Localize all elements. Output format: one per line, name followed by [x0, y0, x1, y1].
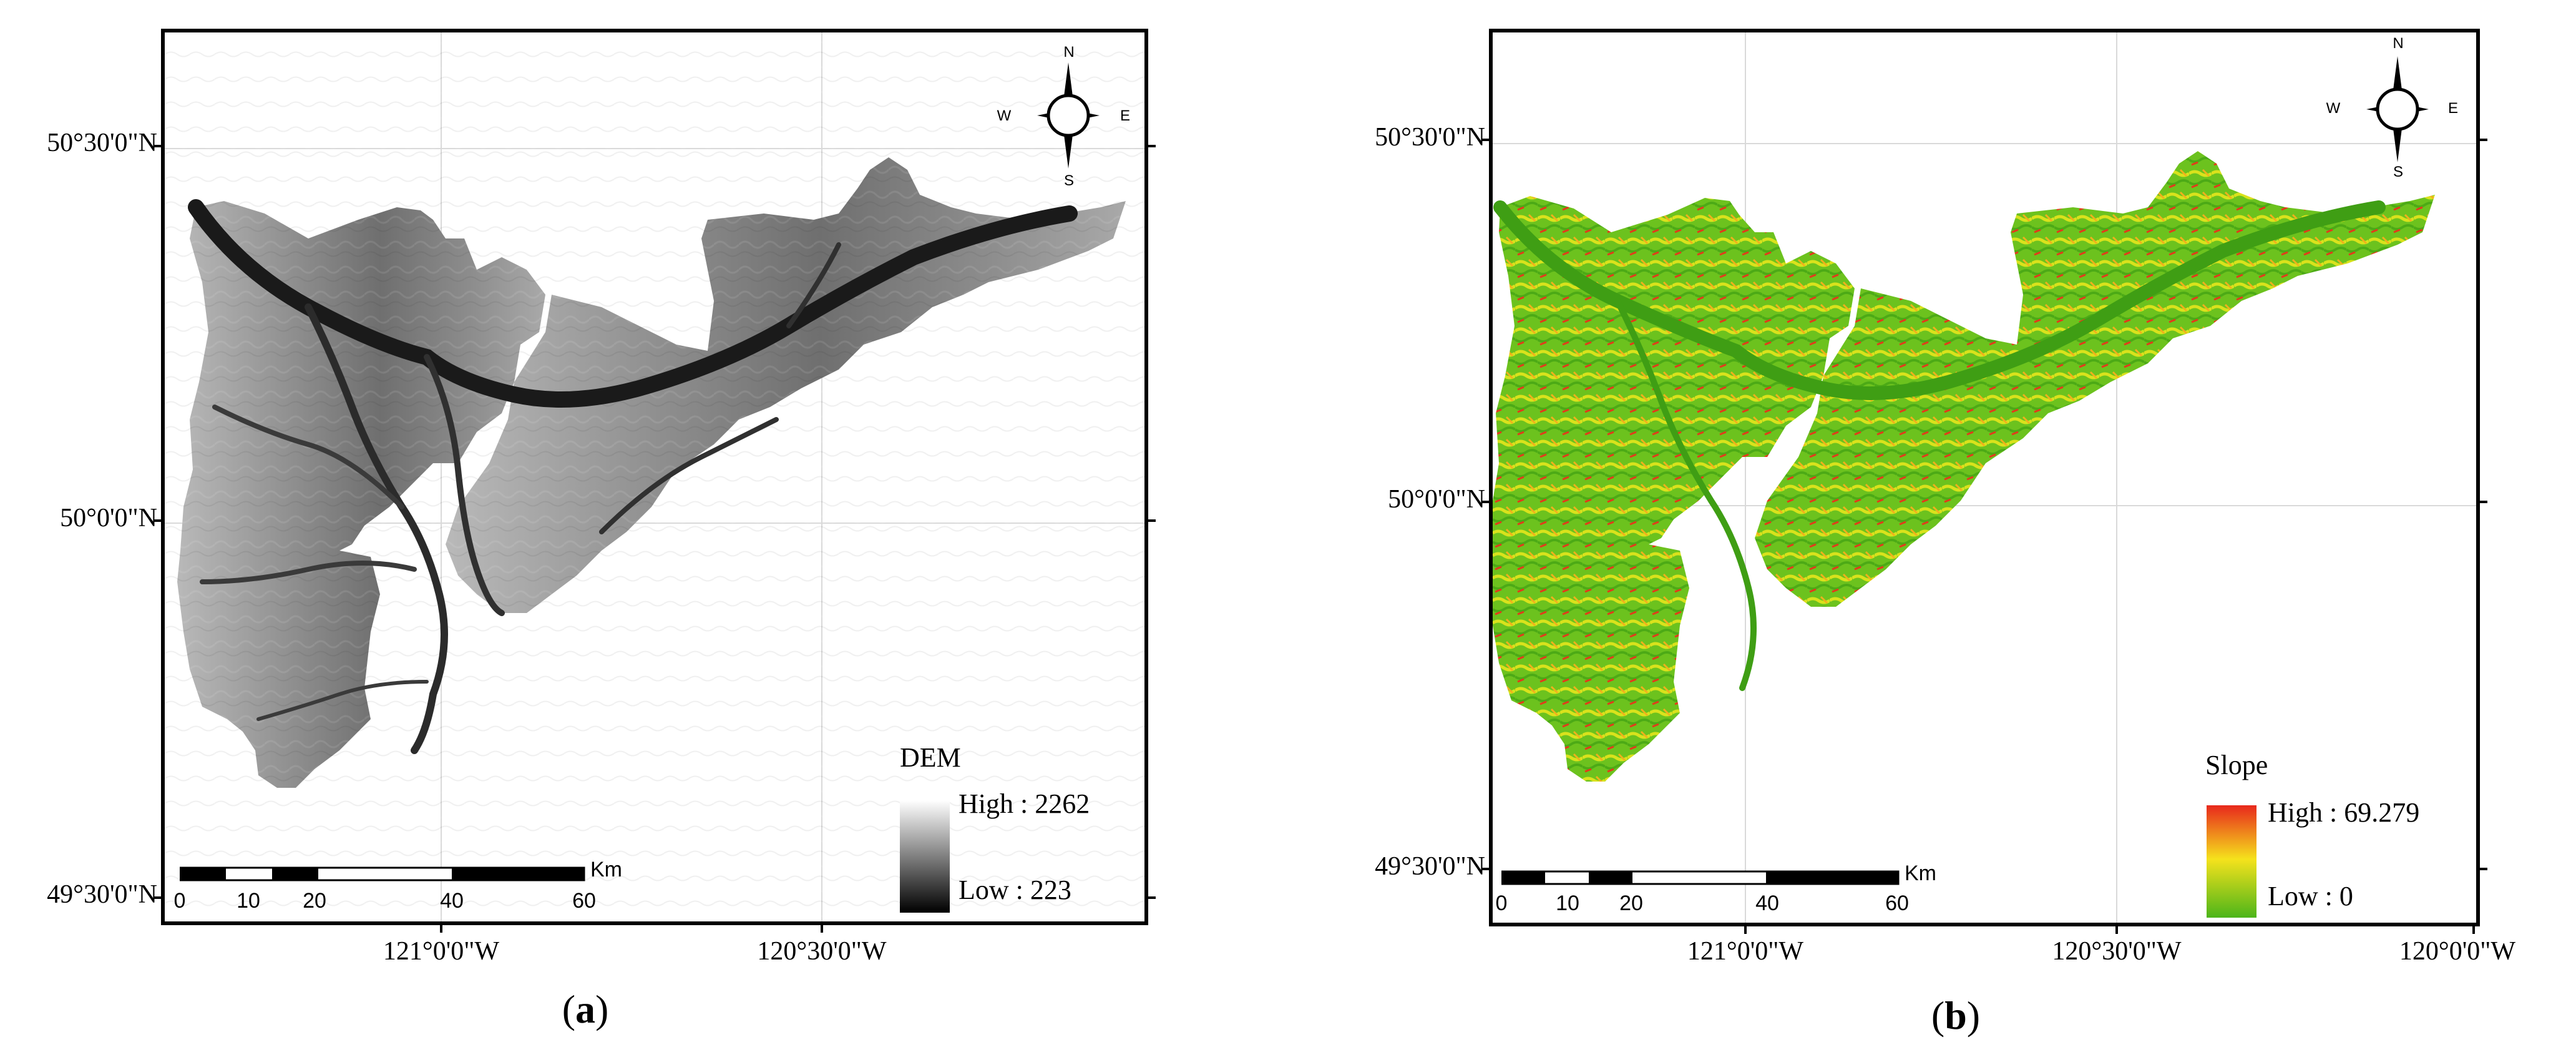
slope-map — [1493, 32, 2476, 923]
panel-label-b: (b) — [1931, 993, 1981, 1038]
watershed-shape — [1493, 196, 1855, 782]
legend-ramp-b — [2207, 805, 2256, 918]
compass-n: N — [1063, 44, 1075, 61]
lat-label-b-3: 49°30'0"N — [1375, 852, 1485, 881]
tick — [1147, 145, 1156, 147]
tick — [1481, 868, 1490, 870]
legend-title-b: Slope — [2205, 750, 2268, 780]
lon-label-a-2: 120°30'0"W — [757, 937, 887, 966]
lat-label-a-3: 49°30'0"N — [47, 880, 157, 909]
scale-unit-a: Km — [590, 858, 622, 881]
scale-tick-b-10: 10 — [1556, 891, 1579, 915]
legend-high-b: High : 69.279 — [2268, 797, 2420, 828]
tick — [154, 519, 162, 522]
scale-tick-b-40: 40 — [1755, 891, 1779, 915]
tick — [440, 924, 442, 933]
dem-map — [165, 32, 1144, 921]
tick — [2479, 139, 2487, 141]
legend-ramp-a — [900, 800, 950, 913]
north-arrow-icon — [1037, 62, 1100, 169]
compass-e: E — [2447, 100, 2458, 117]
scale-tick-a-0: 0 — [173, 889, 186, 913]
scale-bar-b — [1501, 870, 1900, 885]
legend-low-b: Low : 0 — [2268, 881, 2353, 911]
watershed-east — [1755, 151, 2435, 607]
scale-tick-a-20: 20 — [303, 889, 326, 913]
tick — [154, 145, 162, 147]
legend-title-a: DEM — [900, 742, 961, 773]
tick — [1147, 519, 1156, 522]
scale-tick-a-10: 10 — [237, 889, 260, 913]
tick — [2115, 925, 2118, 934]
tick — [821, 924, 823, 933]
drainage-network — [188, 199, 1078, 754]
panel-label-a: (a) — [562, 987, 609, 1031]
graticule — [1493, 32, 2476, 923]
compass-w: W — [2326, 100, 2341, 117]
legend-high-a: High : 2262 — [959, 788, 1090, 819]
scale-tick-b-0: 0 — [1495, 891, 1508, 915]
lon-label-a-1: 121°0'0"W — [383, 937, 500, 966]
compass-s: S — [2393, 164, 2403, 180]
lon-label-b-2: 120°30'0"W — [2052, 937, 2182, 966]
scale-unit-b: Km — [1905, 861, 1936, 885]
scale-tick-b-20: 20 — [1619, 891, 1643, 915]
tick — [2479, 501, 2487, 503]
compass-n: N — [2393, 35, 2404, 52]
map-panel-a — [161, 29, 1148, 925]
tick — [1744, 925, 1747, 934]
lat-label-a-2: 50°0'0"N — [60, 504, 157, 532]
scale-tick-b-60: 60 — [1885, 891, 1909, 915]
lon-label-b-1: 121°0'0"W — [1687, 937, 1804, 966]
compass-s: S — [1063, 172, 1074, 189]
tick — [2472, 925, 2475, 934]
compass-e: E — [1120, 107, 1130, 124]
compass-w: W — [997, 107, 1012, 124]
lat-label-a-1: 50°30'0"N — [47, 129, 157, 157]
lat-label-b-1: 50°30'0"N — [1375, 123, 1485, 152]
lon-label-b-3: 120°0'0"W — [2399, 937, 2516, 966]
tick — [1481, 139, 1490, 141]
tick — [154, 896, 162, 899]
tick — [1481, 501, 1490, 503]
lat-label-b-2: 50°0'0"N — [1388, 485, 1485, 514]
scale-bar-a — [180, 866, 585, 881]
scale-tick-a-60: 60 — [572, 889, 596, 913]
map-panel-b — [1489, 29, 2480, 926]
north-arrow-icon — [2366, 56, 2429, 162]
scale-tick-a-40: 40 — [440, 889, 464, 913]
valley-floors — [1493, 200, 2386, 691]
legend-low-a: Low : 223 — [959, 875, 1071, 905]
tick — [1147, 896, 1156, 899]
tick — [2479, 868, 2487, 870]
